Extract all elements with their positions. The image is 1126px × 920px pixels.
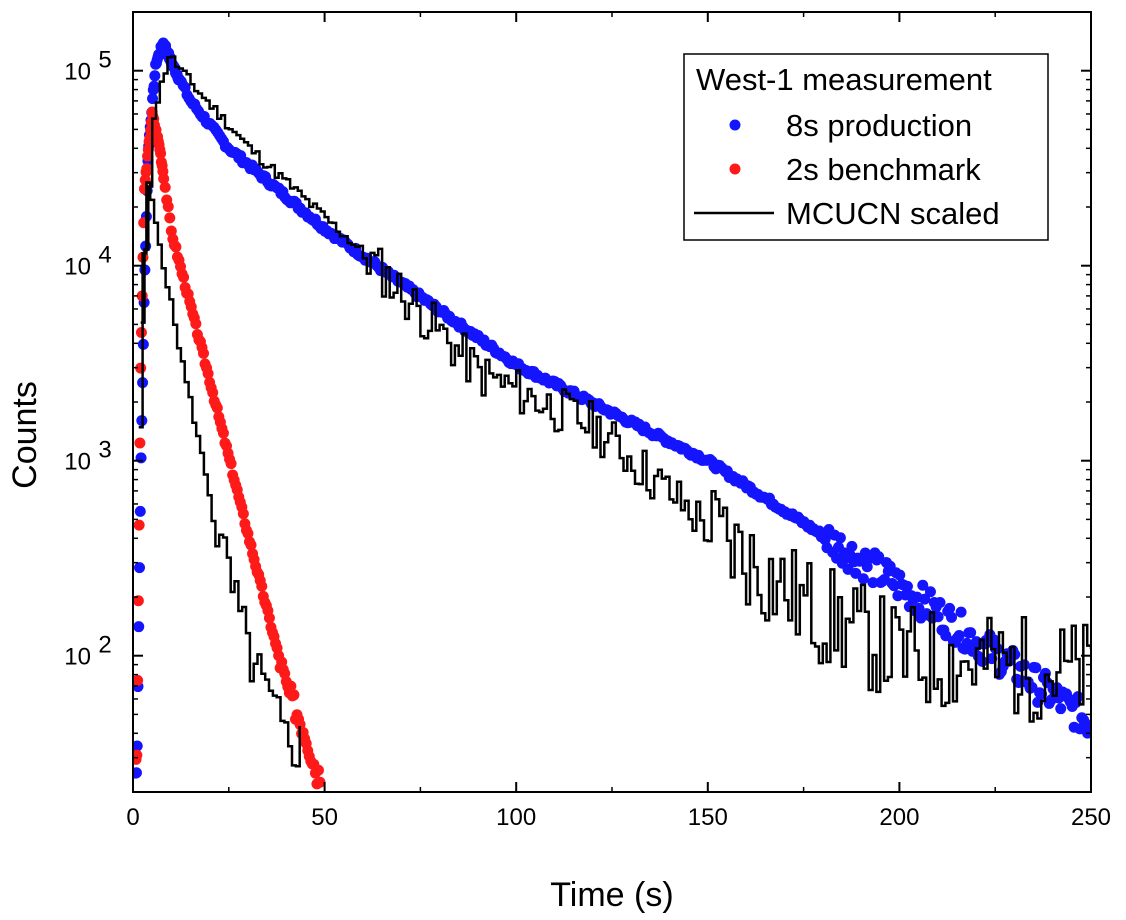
production-point (134, 505, 146, 517)
legend-entry-benchmark: 2s benchmark (786, 152, 981, 187)
x-tick-label: 50 (311, 804, 338, 831)
production-point (1083, 721, 1091, 733)
benchmark-point (312, 764, 324, 776)
legend-box (683, 53, 1049, 241)
y-axis-title: Counts (6, 381, 44, 489)
mcucn-benchmark-curve (138, 181, 301, 768)
production-point (133, 740, 143, 752)
benchmark-point (158, 173, 170, 185)
production-point (1072, 691, 1084, 703)
benchmark-point (207, 387, 219, 399)
legend: West-1 measurement 8s production 2s benc… (683, 53, 1049, 241)
y-tick-exponent: 2 (98, 632, 111, 659)
benchmark-point (165, 225, 177, 237)
production-point (1030, 662, 1042, 674)
production-point (134, 562, 146, 574)
production-point (1018, 659, 1030, 671)
benchmark-point (159, 181, 171, 193)
production-point (894, 569, 906, 581)
production-point (946, 611, 958, 623)
legend-entry-mcucn: MCUCN scaled (786, 196, 1000, 231)
production-point (917, 579, 929, 591)
benchmark-point (314, 776, 326, 788)
production-point (857, 573, 869, 585)
production-point (133, 621, 145, 633)
axes: 0 50 100 150 200 250 10 2 10 3 10 4 10 5 (64, 11, 1111, 831)
benchmark-point (164, 212, 176, 224)
benchmark-point (242, 528, 254, 540)
production-point (873, 551, 885, 563)
y-tick-label: 10 (64, 59, 91, 86)
production-point (965, 627, 977, 639)
mcucn-production-curve (140, 55, 1091, 723)
benchmark-point (141, 163, 153, 175)
y-tick-exponent: 5 (98, 47, 111, 74)
benchmark-point (217, 427, 229, 439)
benchmark-point (256, 580, 268, 592)
production-point (834, 532, 846, 544)
benchmark-point (133, 519, 145, 531)
x-axis-title: Time (s) (550, 876, 673, 914)
production-point (955, 606, 967, 618)
x-tick-label: 0 (126, 804, 139, 831)
legend-marker-red (729, 163, 741, 175)
benchmark-point (211, 402, 223, 414)
production-point (135, 452, 147, 464)
y-tick-label: 10 (64, 254, 91, 281)
benchmark-point (133, 674, 144, 686)
y-tick-label: 10 (64, 644, 91, 671)
benchmark-point (198, 347, 210, 359)
production-point (976, 655, 988, 667)
y-tick-exponent: 4 (98, 242, 111, 269)
benchmark-point (178, 271, 190, 283)
production-point (944, 602, 956, 614)
y-tick-exponent: 3 (98, 437, 111, 464)
production-point (953, 629, 965, 641)
benchmark-point (190, 318, 202, 330)
plot-data (133, 37, 1091, 790)
benchmark-point (134, 437, 146, 449)
benchmark-point (133, 595, 144, 607)
benchmark-point (162, 201, 174, 213)
benchmark-point (245, 539, 257, 551)
benchmark-point (263, 612, 275, 624)
x-tick-label: 100 (496, 804, 536, 831)
y-tick-label: 10 (64, 449, 91, 476)
benchmark-point (237, 508, 249, 520)
production-point (148, 80, 160, 92)
x-tick-label: 200 (879, 804, 919, 831)
production-point (861, 561, 873, 573)
production-point (901, 580, 913, 592)
production-point (850, 567, 862, 579)
x-tick-label: 150 (688, 804, 728, 831)
benchmark-point (285, 680, 297, 692)
production-point (1055, 703, 1067, 715)
legend-entry-production: 8s production (786, 108, 972, 143)
benchmark-point (279, 668, 291, 680)
production-point (867, 577, 879, 589)
benchmark-point (170, 241, 182, 253)
production-point (133, 767, 142, 779)
x-tick-label: 250 (1071, 804, 1111, 831)
benchmark-point (202, 368, 214, 380)
legend-marker-blue (729, 119, 741, 131)
production-point (846, 540, 858, 552)
benchmark-point (225, 458, 237, 470)
legend-title: West-1 measurement (696, 62, 992, 97)
production-point (924, 586, 936, 598)
production-point (940, 630, 952, 642)
production-point (932, 611, 944, 623)
production-point (934, 596, 946, 608)
benchmark-point (288, 689, 300, 701)
production-point (149, 70, 161, 82)
benchmark-point (155, 147, 167, 159)
